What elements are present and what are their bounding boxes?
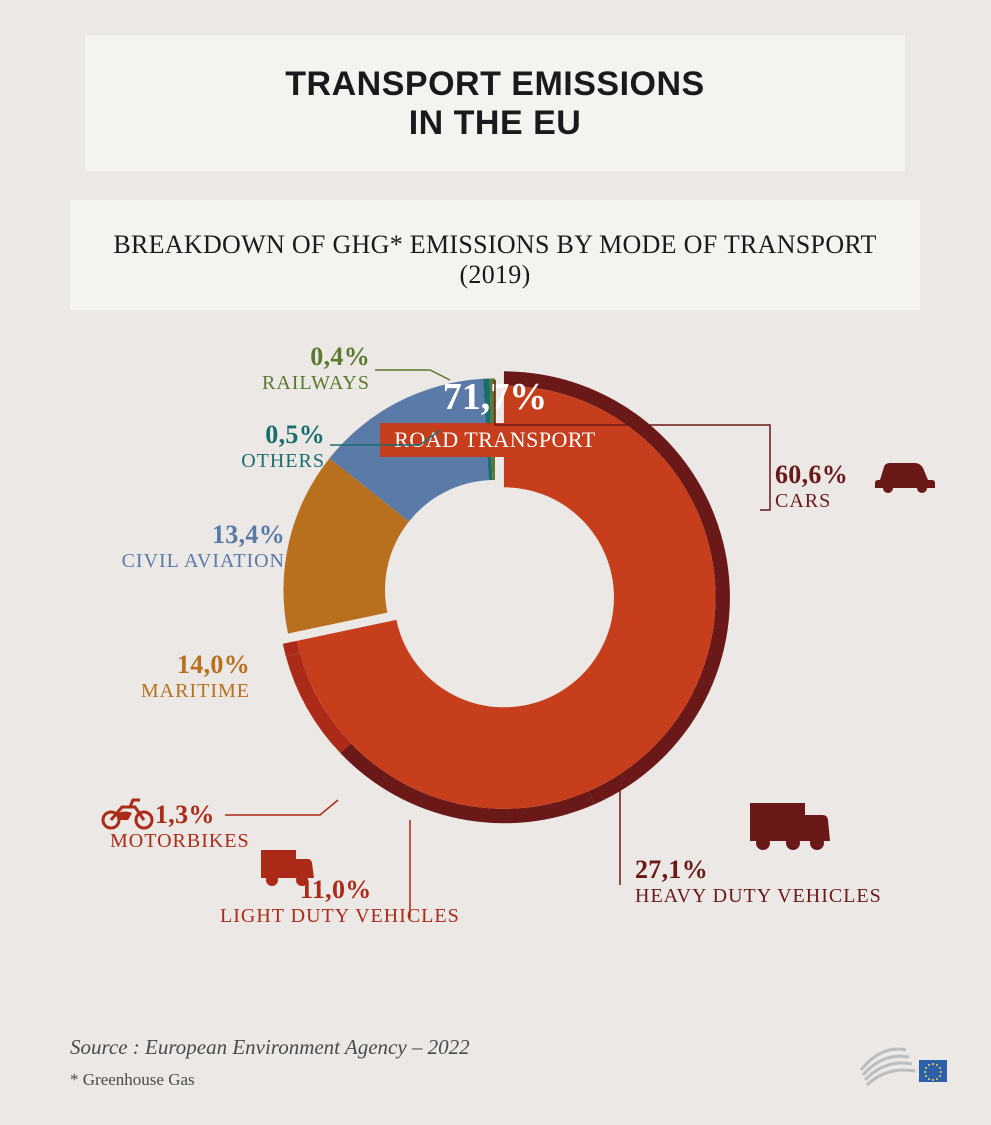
railways-name: RAILWAYS [200,372,370,395]
road-transport-pct: 71,7% [380,375,610,419]
aviation-name: CIVIL AVIATION [75,550,285,573]
label-railways: 0,4% RAILWAYS [200,342,370,395]
aviation-pct: 13,4% [75,520,285,550]
heavy-name: HEAVY DUTY VEHICLES [635,885,882,908]
label-heavy-duty: 27,1% HEAVY DUTY VEHICLES [635,855,882,908]
others-pct: 0,5% [155,420,325,450]
label-civil-aviation: 13,4% CIVIL AVIATION [75,520,285,573]
truck-icon [745,795,835,855]
maritime-name: MARITIME [60,680,250,703]
subtitle: BREAKDOWN OF GHG* EMISSIONS BY MODE OF T… [90,230,900,290]
heavy-pct: 27,1% [635,855,708,884]
van-icon [258,845,318,890]
road-transport-name: ROAD TRANSPORT [380,423,609,457]
railways-pct: 0,4% [200,342,370,372]
eu-parliament-logo [851,1030,951,1090]
moto-name: MOTORBIKES [110,830,250,853]
label-maritime: 14,0% MARITIME [60,650,250,703]
cars-name: CARS [775,490,848,513]
light-name: LIGHT DUTY VEHICLES [220,905,460,928]
source-text: Source : European Environment Agency – 2… [70,1035,470,1060]
others-name: OTHERS [155,450,325,473]
chart-area: 71,7% ROAD TRANSPORT 0,4% RAILWAYS 0,5% … [0,300,991,1000]
footnote-text: * Greenhouse Gas [70,1070,195,1090]
title-line-1: TRANSPORT EMISSIONS [285,65,704,103]
motorbike-icon [100,795,155,830]
subtitle-panel: BREAKDOWN OF GHG* EMISSIONS BY MODE OF T… [70,200,920,310]
car-icon [870,455,940,495]
label-motorbikes: 1,3% MOTORBIKES [155,800,250,853]
title-panel: TRANSPORT EMISSIONS IN THE EU [85,35,905,171]
label-light-duty: 11,0% LIGHT DUTY VEHICLES [300,875,460,928]
label-road-transport: 71,7% ROAD TRANSPORT [380,375,610,457]
label-others: 0,5% OTHERS [155,420,325,473]
main-title: TRANSPORT EMISSIONS IN THE EU [105,65,885,143]
cars-pct: 60,6% [775,460,848,489]
moto-pct: 1,3% [155,800,215,829]
title-line-2: IN THE EU [409,104,582,142]
label-cars: 60,6% CARS [775,460,848,513]
maritime-pct: 14,0% [60,650,250,680]
